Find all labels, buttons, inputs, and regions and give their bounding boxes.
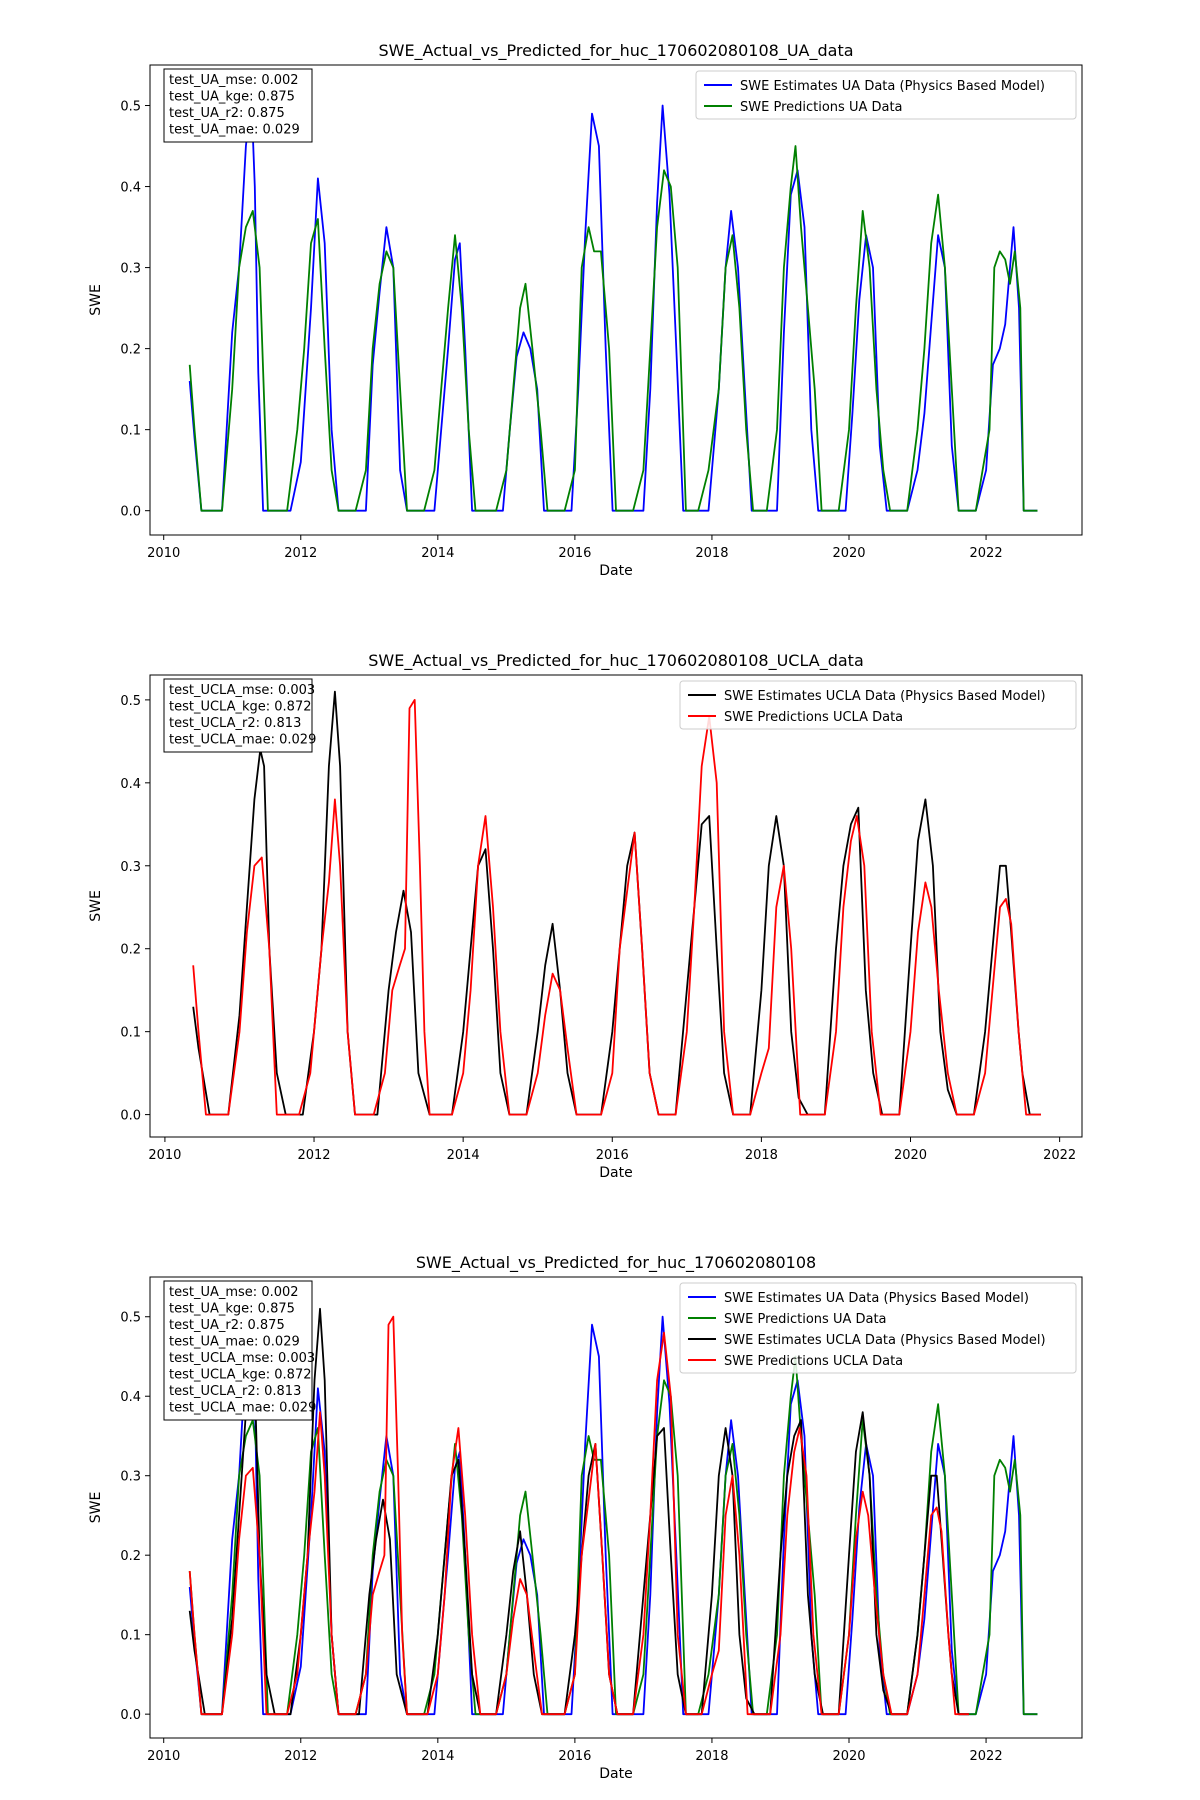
metric-text: test_UCLA_r2: 0.813 [169,1384,301,1399]
metrics-box-frame [163,678,313,753]
x-tick-label: 2022 [1043,1148,1076,1163]
legend: SWE Estimates UA Data (Physics Based Mod… [695,70,1077,120]
plot-frame [149,64,1083,536]
chart-title: SWE_Actual_vs_Predicted_for_huc_17060208… [378,41,853,61]
metric-text: test_UA_r2: 0.875 [169,1318,285,1333]
legend-label: SWE Estimates UCLA Data (Physics Based M… [724,689,1046,704]
metric-text: test_UCLA_mse: 0.003 [169,1351,315,1366]
x-tick-label: 2012 [297,1148,330,1163]
legend: SWE Estimates UCLA Data (Physics Based M… [679,680,1077,730]
chart-title: SWE_Actual_vs_Predicted_for_huc_17060208… [368,651,864,671]
legend-frame [679,680,1077,730]
y-tick-label: 0.3 [120,1470,141,1485]
y-tick-label: 0.2 [120,343,141,358]
series-line-2 [192,699,1041,1116]
chart-panel-2: SWE_Actual_vs_Predicted_for_huc_17060208… [88,651,1083,1181]
legend-label: SWE Estimates UA Data (Physics Based Mod… [724,1291,1029,1306]
metric-text: test_UCLA_mae: 0.029 [169,733,316,748]
metric-text: test_UCLA_r2: 0.813 [169,716,301,731]
y-tick-label: 0.5 [120,100,141,115]
metrics-box: test_UCLA_mse: 0.003 test_UCLA_kge: 0.872… [163,678,316,753]
chart-title: SWE_Actual_vs_Predicted_for_huc_17060208… [416,1253,816,1273]
metric-text: test_UA_kge: 0.875 [169,90,295,105]
x-tick-label: 2014 [421,546,454,561]
x-tick-label: 2022 [970,1749,1003,1764]
x-axis-label: Date [599,1766,632,1782]
x-tick-label: 2014 [447,1148,480,1163]
metric-text: test_UA_mae: 0.029 [169,123,300,138]
y-axis-label: SWE [88,890,104,922]
x-tick-label: 2018 [695,546,728,561]
legend-frame [695,70,1077,120]
plot-frame [149,674,1083,1138]
metric-text: test_UCLA_kge: 0.872 [169,1368,312,1383]
y-tick-label: 0.2 [120,1549,141,1564]
series-line-1 [192,690,1041,1116]
x-tick-label: 2020 [832,546,865,561]
metrics-box-frame [163,68,313,143]
chart-panel-3: SWE_Actual_vs_Predicted_for_huc_17060208… [88,1253,1083,1782]
series-group [188,96,1038,512]
y-tick-label: 0.4 [120,1390,141,1405]
y-tick-label: 0.3 [120,262,141,277]
metric-text: test_UA_mse: 0.002 [169,73,299,88]
y-tick-label: 0.0 [120,1109,141,1124]
x-tick-label: 2010 [148,1148,181,1163]
x-tick-label: 2018 [695,1749,728,1764]
x-tick-label: 2010 [147,546,180,561]
x-axis-label: Date [599,563,632,579]
legend-label: SWE Predictions UCLA Data [724,1354,903,1369]
y-tick-label: 0.5 [120,694,141,709]
y-tick-label: 0.0 [120,1708,141,1723]
y-tick-label: 0.0 [120,505,141,520]
y-tick-label: 0.4 [120,181,141,196]
metric-text: test_UA_mae: 0.029 [169,1335,300,1350]
legend-label: SWE Estimates UCLA Data (Physics Based M… [724,1333,1046,1348]
y-tick-label: 0.1 [120,1026,141,1041]
series-line-2 [188,145,1038,512]
series-group [188,1307,1038,1716]
y-tick-label: 0.1 [120,1629,141,1644]
x-tick-label: 2020 [894,1148,927,1163]
legend: SWE Estimates UA Data (Physics Based Mod… [679,1282,1077,1374]
x-tick-label: 2014 [421,1749,454,1764]
y-tick-label: 0.4 [120,777,141,792]
y-tick-label: 0.3 [120,860,141,875]
legend-frame [679,1282,1077,1374]
legend-label: SWE Predictions UCLA Data [724,710,903,725]
x-tick-label: 2016 [558,1749,591,1764]
metric-text: test_UCLA_mae: 0.029 [169,1401,316,1416]
x-tick-label: 2018 [745,1148,778,1163]
legend-label: SWE Predictions UA Data [740,100,903,115]
chart-panel-1: SWE_Actual_vs_Predicted_for_huc_17060208… [88,41,1083,579]
series-line-4 [188,1315,969,1716]
x-tick-label: 2022 [970,546,1003,561]
x-tick-label: 2020 [832,1749,865,1764]
series-group [192,690,1041,1116]
y-axis-label: SWE [88,284,104,316]
metric-text: test_UA_r2: 0.875 [169,106,285,121]
x-tick-label: 2016 [596,1148,629,1163]
legend-label: SWE Estimates UA Data (Physics Based Mod… [740,79,1045,94]
y-tick-label: 0.1 [120,424,141,439]
metrics-box-frame [163,1280,313,1421]
plot-frame [149,1276,1083,1739]
metric-text: test_UA_mse: 0.002 [169,1285,299,1300]
x-tick-label: 2012 [284,1749,317,1764]
x-tick-label: 2010 [147,1749,180,1764]
metric-text: test_UCLA_mse: 0.003 [169,683,315,698]
y-tick-label: 0.5 [120,1311,141,1326]
y-axis-label: SWE [88,1492,104,1524]
series-line-3 [188,1307,969,1716]
x-axis-label: Date [599,1165,632,1181]
x-tick-label: 2016 [558,546,591,561]
y-tick-label: 0.2 [120,943,141,958]
legend-label: SWE Predictions UA Data [724,1312,887,1327]
x-tick-label: 2012 [284,546,317,561]
metric-text: test_UA_kge: 0.875 [169,1302,295,1317]
metric-text: test_UCLA_kge: 0.872 [169,700,312,715]
